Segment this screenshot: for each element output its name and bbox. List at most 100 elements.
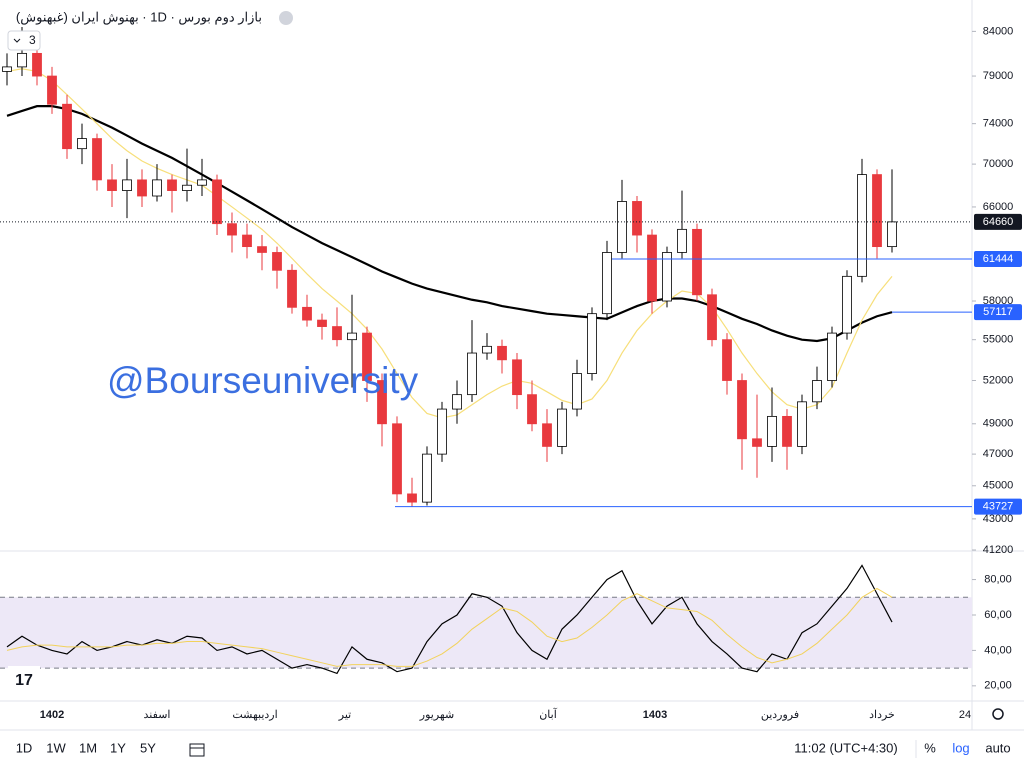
candle-body <box>467 352 477 396</box>
candle-body <box>422 453 432 503</box>
candle-body <box>632 201 642 236</box>
candle-body <box>287 269 297 308</box>
candle-body <box>257 246 267 253</box>
y-tick-label: 55000 <box>983 334 1014 346</box>
candle-body <box>512 359 522 396</box>
candle-body <box>827 332 837 381</box>
candle-body <box>647 234 657 302</box>
candle-body <box>557 408 567 447</box>
range-button[interactable]: 1W <box>46 740 66 755</box>
y-tick-label: 49000 <box>983 418 1014 430</box>
rsi-line <box>6 564 893 675</box>
x-tick-label: فروردین <box>761 709 799 721</box>
candle-body <box>752 438 762 447</box>
candle-body <box>182 184 192 191</box>
moving-average <box>6 105 893 343</box>
candle-body <box>857 174 867 277</box>
y-tick-label: 60,00 <box>984 609 1012 621</box>
band-fill <box>0 597 972 669</box>
y-tick-label: 58000 <box>983 295 1014 307</box>
range-button[interactable]: 1Y <box>110 740 126 755</box>
y-tick-label: 52000 <box>983 374 1014 386</box>
x-tick-label: 1402 <box>40 709 64 721</box>
rsi-line <box>6 587 893 667</box>
range-button[interactable]: 1D <box>16 740 33 755</box>
range-button[interactable]: 5Y <box>140 740 156 755</box>
y-tick-label: 40,00 <box>984 644 1012 656</box>
settings-icon[interactable] <box>992 708 1004 720</box>
y-tick-label: 20,00 <box>984 680 1012 692</box>
x-tick-label: شهریور <box>419 709 454 721</box>
candle-body <box>677 228 687 253</box>
candle-body <box>77 138 87 150</box>
percent-toggle[interactable]: % <box>924 740 936 755</box>
candle-body <box>362 332 372 381</box>
x-tick-label: آبان <box>539 708 557 721</box>
candle-body <box>212 179 222 225</box>
price-label: 61444 <box>983 253 1014 265</box>
y-tick-label: 47000 <box>983 448 1014 460</box>
x-tick-label: تیر <box>338 709 351 721</box>
price-label-box <box>974 251 1022 268</box>
candle-body <box>842 275 852 334</box>
candle-body <box>617 201 627 253</box>
candle-body <box>152 179 162 197</box>
candle-body <box>482 345 492 354</box>
indicator-toggle[interactable] <box>7 30 41 51</box>
last-price-box <box>974 213 1022 230</box>
candle-body <box>167 179 177 191</box>
candle-body <box>317 319 327 327</box>
y-tick-label: 84000 <box>983 25 1014 37</box>
candle-body <box>62 103 72 150</box>
last-price-label: 64660 <box>983 216 1014 228</box>
candle-body <box>197 179 207 186</box>
candle-body <box>692 228 702 296</box>
chevron-icon <box>13 38 21 43</box>
price-label-box <box>974 304 1022 321</box>
candle-body <box>812 380 822 403</box>
clock: 11:02 (UTC+4:30) <box>794 740 897 755</box>
x-tick-label: اردیبهشت <box>232 709 277 721</box>
y-tick-label: 66000 <box>983 201 1014 213</box>
candle-body <box>572 373 582 410</box>
price-label: 57117 <box>983 306 1013 318</box>
candle-body <box>377 380 387 425</box>
y-tick-label: 79000 <box>983 70 1014 82</box>
candle-body <box>17 52 27 68</box>
symbol-icon <box>279 11 293 25</box>
candle-body <box>602 252 612 315</box>
candle-body <box>452 394 462 410</box>
candle-body <box>437 408 447 455</box>
date-range-icon[interactable] <box>189 743 205 757</box>
candle-body <box>722 339 732 381</box>
candle-body <box>107 179 117 191</box>
candle-body <box>662 252 672 302</box>
symbol-title: بازار دوم بورس · 1D · بهنوش ایران (غبهنو… <box>16 9 262 25</box>
candle-body <box>47 75 57 105</box>
range-button[interactable]: 1M <box>79 740 97 755</box>
watermark: @Bourseuniversity <box>107 360 419 401</box>
indicator-count: 3 <box>29 33 36 47</box>
candle-body <box>227 223 237 236</box>
candle-body <box>872 174 882 248</box>
candle-body <box>497 345 507 361</box>
y-tick-label: 70000 <box>983 158 1014 170</box>
candle-body <box>587 313 597 374</box>
x-tick-label: 24 <box>959 709 971 721</box>
candle-body <box>122 179 132 191</box>
plot: 84000 79000 74000 70000 66000 58000 55000 52000… <box>0 25 1022 721</box>
auto-toggle[interactable]: auto <box>985 740 1010 755</box>
y-tick-label: 80,00 <box>984 573 1012 585</box>
candle-body <box>347 332 357 341</box>
candle-body <box>797 401 807 447</box>
tv-logo-text: 17 <box>15 672 33 689</box>
candle-body <box>782 415 792 447</box>
candle-body <box>707 294 717 341</box>
candle-body <box>92 138 102 181</box>
candle-body <box>32 52 42 77</box>
tv-logo <box>8 666 40 694</box>
toolbar: 1D 1W 1M 1Y 5Y 11:02 (UTC+4:30)% log auto <box>16 740 1011 755</box>
log-toggle[interactable]: log <box>952 740 969 755</box>
candle-body <box>242 234 252 248</box>
candle-body <box>887 221 897 248</box>
